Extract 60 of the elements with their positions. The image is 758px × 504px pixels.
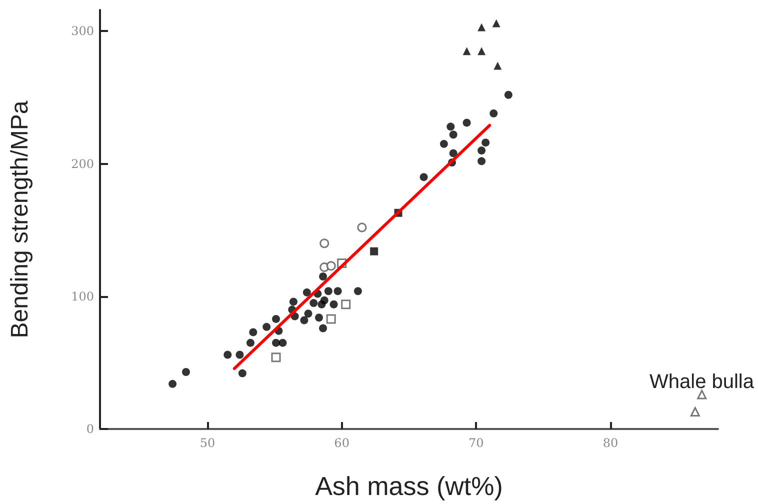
point [449,130,458,139]
y-tick-label: 300 [71,24,94,38]
point [462,47,471,56]
point [168,380,177,388]
point [440,140,448,148]
point [271,352,281,362]
y-tick-label: 100 [71,289,94,304]
y-tick-label: 200 [71,156,94,171]
point [357,222,367,232]
annotation: Whale bulla [650,371,755,393]
point [224,350,232,359]
point [462,118,471,127]
point [319,324,328,332]
point [478,23,486,32]
point [300,316,308,324]
y-axis-title: Bending strength/MPa [6,100,34,338]
point [478,157,486,166]
point [238,369,246,378]
y-tick-label: 0 [86,422,94,436]
point [504,90,512,99]
x-tick-label: 70 [468,436,484,450]
point [278,338,287,347]
point [310,299,318,308]
point [449,149,458,158]
point [478,47,486,56]
point [370,247,378,256]
point [314,314,323,322]
point [272,338,280,347]
point [697,390,707,400]
point [330,300,338,308]
point [304,310,312,318]
point [492,19,500,28]
point [420,173,428,182]
point [302,288,311,296]
point [262,322,271,331]
point [326,314,336,324]
x-tick-label: 80 [602,436,618,450]
point [482,138,490,147]
x-tick-label: 60 [334,436,350,450]
point [334,287,342,296]
point [478,146,486,155]
point [272,314,280,323]
point [320,238,330,248]
point [182,368,190,376]
x-tick-label: 50 [200,436,216,450]
point [289,298,298,306]
point [494,62,502,70]
point [320,296,328,304]
point [490,109,498,118]
point [326,261,336,271]
point [354,287,362,296]
point [249,328,258,336]
point [246,338,254,347]
point [236,350,244,359]
point [446,122,455,131]
x-axis-title: Ash mass (wt%) [315,471,503,501]
point [690,407,700,417]
point [324,287,332,296]
point [341,300,351,310]
point [319,272,328,281]
